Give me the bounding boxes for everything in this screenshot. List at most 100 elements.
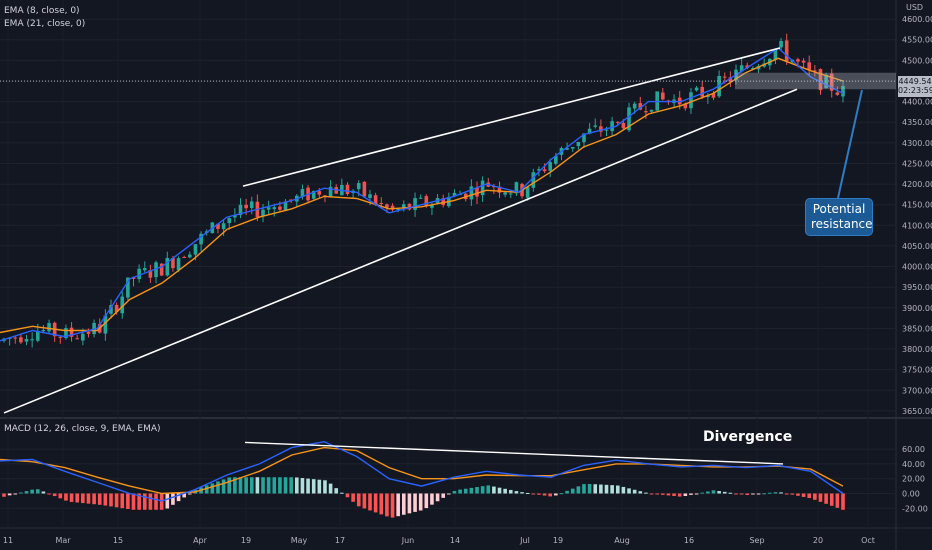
candle-body bbox=[565, 148, 569, 150]
candle-body bbox=[661, 92, 665, 100]
candle-body bbox=[148, 270, 153, 278]
upper-trendline bbox=[242, 47, 781, 187]
candle-body bbox=[278, 206, 282, 210]
macd-histogram-bar bbox=[784, 493, 789, 495]
macd-histogram-bar bbox=[81, 493, 85, 504]
macd-histogram-bar bbox=[492, 486, 496, 494]
candle-body bbox=[266, 207, 271, 210]
macd-histogram-bar bbox=[413, 493, 417, 512]
macd-histogram-bar bbox=[514, 491, 519, 494]
macd-tick-label: -20.00 bbox=[902, 504, 928, 513]
candle-body bbox=[86, 331, 91, 334]
candle-body bbox=[621, 122, 626, 129]
candle-body bbox=[542, 169, 547, 172]
macd-tick-label: 60.00 bbox=[902, 445, 925, 454]
candle-body bbox=[311, 190, 316, 199]
macd-histogram-bar bbox=[418, 493, 423, 511]
macd-histogram-bar bbox=[627, 488, 631, 494]
candle-body bbox=[807, 62, 812, 70]
macd-histogram-bar bbox=[475, 487, 479, 494]
macd-histogram-bar bbox=[424, 493, 429, 509]
macd-histogram-bar bbox=[41, 491, 46, 494]
ema8-line bbox=[0, 47, 844, 342]
candle-body bbox=[103, 315, 108, 334]
candle-body bbox=[587, 128, 592, 134]
macd-histogram-bar bbox=[227, 477, 232, 494]
resistance-zone bbox=[735, 72, 896, 90]
candle-body bbox=[227, 218, 232, 224]
price-tick-label: 4350.00 bbox=[902, 118, 932, 127]
macd-histogram-bar bbox=[638, 491, 643, 494]
macd-histogram-bar bbox=[672, 493, 676, 496]
macd-histogram-bar bbox=[649, 493, 654, 495]
macd-histogram-bar bbox=[188, 493, 192, 495]
candle-body bbox=[784, 40, 789, 61]
candle-body bbox=[75, 338, 80, 340]
candle-body bbox=[430, 204, 434, 208]
macd-histogram-bar bbox=[435, 493, 440, 502]
macd-histogram-bar bbox=[52, 493, 57, 497]
candle-body bbox=[531, 172, 536, 188]
candle-body bbox=[126, 277, 130, 298]
candle-body bbox=[159, 263, 164, 276]
macd-histogram-bar bbox=[447, 493, 451, 495]
candle-body bbox=[19, 337, 23, 343]
ema21-legend[interactable]: EMA (21, close, 0) bbox=[4, 19, 86, 29]
macd-histogram-bar bbox=[779, 492, 783, 494]
price-tick-label: 3750.00 bbox=[902, 366, 932, 375]
price-tick-label: 3850.00 bbox=[902, 324, 932, 333]
macd-histogram-bar bbox=[677, 493, 682, 497]
macd-histogram-bar bbox=[790, 493, 795, 495]
macd-histogram-bar bbox=[109, 493, 113, 507]
macd-histogram-bar bbox=[599, 484, 603, 494]
candle-body bbox=[751, 68, 755, 70]
macd-histogram-bar bbox=[47, 493, 51, 495]
candle-body bbox=[469, 186, 474, 200]
candle-body bbox=[261, 209, 265, 217]
macd-histogram-bar bbox=[323, 480, 327, 494]
macd-histogram-bar bbox=[537, 493, 541, 495]
candle-body bbox=[548, 162, 552, 171]
macd-histogram-bar bbox=[796, 493, 800, 496]
candle-body bbox=[114, 304, 119, 313]
macd-histogram-bar bbox=[745, 493, 750, 496]
macd-histogram-bar bbox=[142, 493, 147, 510]
candle-body bbox=[576, 141, 581, 147]
macd-histogram-bar bbox=[610, 485, 614, 494]
candle-body bbox=[328, 186, 333, 197]
macd-histogram-bar bbox=[463, 488, 468, 494]
candle-body bbox=[58, 336, 63, 338]
price-tick-label: 4150.00 bbox=[902, 201, 932, 210]
macd-histogram-bar bbox=[255, 477, 260, 494]
macd-histogram-bar bbox=[317, 479, 322, 494]
candle-body bbox=[272, 207, 277, 210]
candle-body bbox=[627, 107, 631, 131]
ema21-line bbox=[0, 57, 844, 334]
macd-histogram-bar bbox=[542, 493, 547, 496]
candle-body bbox=[165, 257, 170, 276]
ema8-legend[interactable]: EMA (8, close, 0) bbox=[4, 6, 80, 16]
candle-body bbox=[385, 204, 389, 208]
macd-tick-label: 20.00 bbox=[902, 475, 925, 484]
macd-histogram-bar bbox=[249, 477, 254, 494]
macd-histogram-bar bbox=[554, 493, 558, 496]
macd-histogram-bar bbox=[767, 492, 772, 494]
macd-histogram-bar bbox=[261, 477, 265, 494]
macd-histogram-bar bbox=[148, 493, 153, 510]
candle-body bbox=[171, 258, 175, 269]
candle-body bbox=[593, 125, 598, 127]
macd-histogram-bar bbox=[75, 493, 80, 503]
candle-body bbox=[13, 337, 18, 339]
price-tick-label: 3800.00 bbox=[902, 345, 932, 354]
macd-histogram-bar bbox=[244, 477, 248, 494]
macd-histogram-bar bbox=[570, 488, 575, 494]
time-tick-label: 20 bbox=[813, 536, 823, 545]
macd-legend[interactable]: MACD (12, 26, close, 9, EMA, EMA) bbox=[4, 424, 161, 434]
macd-histogram-bar bbox=[520, 492, 524, 494]
macd-histogram-bar bbox=[351, 493, 355, 502]
macd-histogram-bar bbox=[311, 479, 316, 494]
macd-histogram-bar bbox=[373, 493, 378, 513]
resistance-annotation: Potential resistance bbox=[805, 198, 873, 236]
candle-body bbox=[407, 203, 412, 210]
